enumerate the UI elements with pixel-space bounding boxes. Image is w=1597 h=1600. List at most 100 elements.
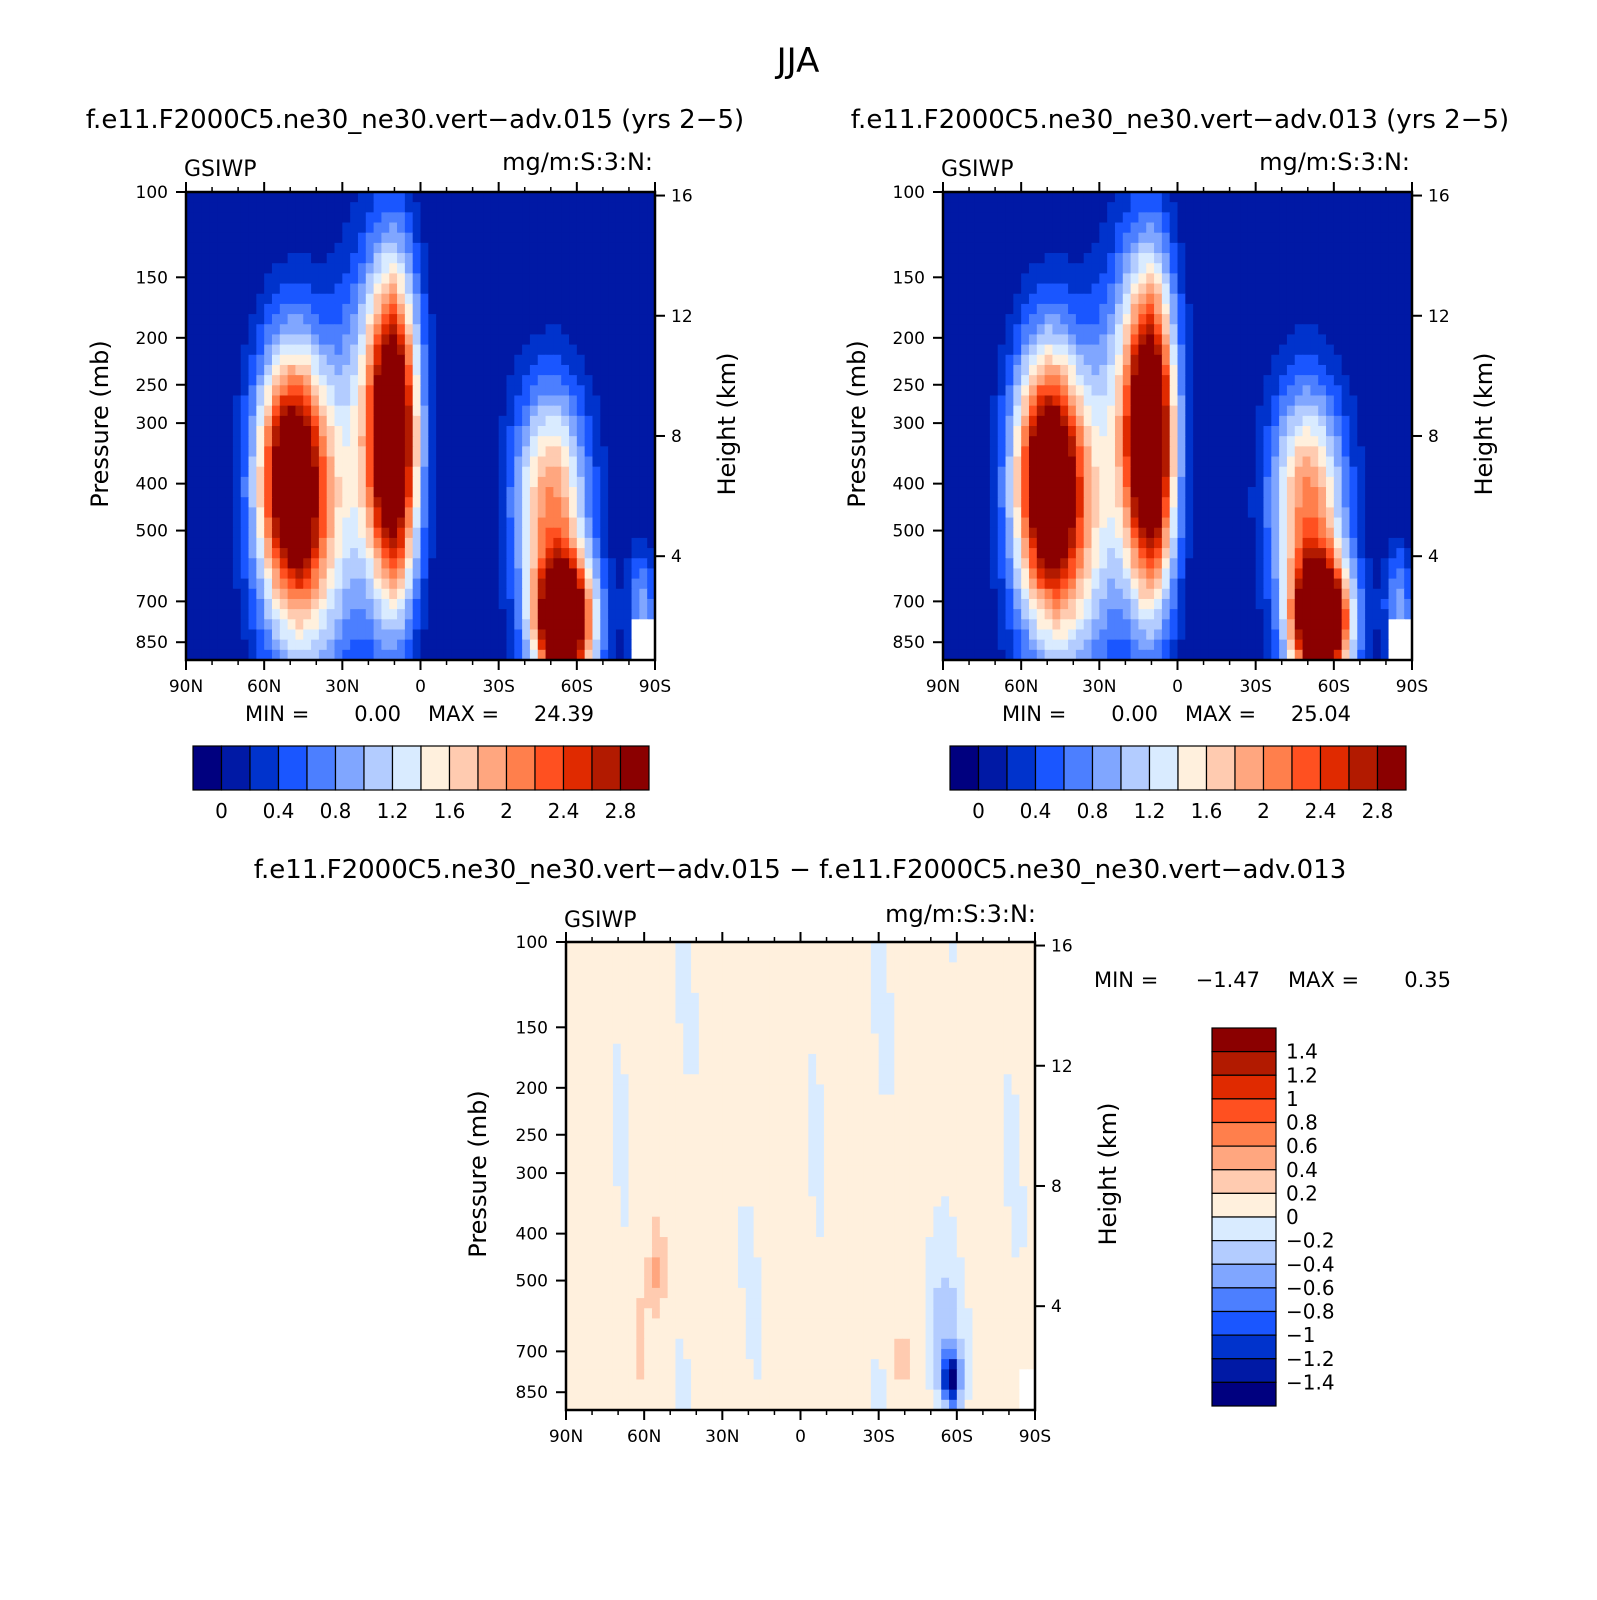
field-cell <box>381 619 390 631</box>
field-cell <box>958 436 968 447</box>
field-cell <box>1255 415 1265 427</box>
field-cell <box>459 588 468 600</box>
field-cell <box>217 242 226 254</box>
field-cell <box>1380 395 1390 407</box>
field-cell <box>1396 273 1405 285</box>
field-cell <box>569 497 578 508</box>
field-cell <box>623 426 633 437</box>
field-cell <box>522 344 531 356</box>
field-cell <box>459 192 468 203</box>
field-cell <box>381 487 390 498</box>
field-cell <box>600 283 609 295</box>
field-cell <box>569 476 578 488</box>
field-cell <box>592 192 601 203</box>
field-cell <box>1333 395 1343 407</box>
field-cell <box>1114 507 1124 519</box>
field-cell <box>318 334 328 346</box>
field-cell <box>1044 395 1054 407</box>
field-cell <box>1404 202 1413 213</box>
field-cell <box>420 446 429 458</box>
field-cell <box>522 263 531 274</box>
field-cell <box>1326 232 1335 244</box>
field-cell <box>225 192 234 203</box>
field-cell <box>1091 466 1100 478</box>
field-cell <box>1021 375 1030 386</box>
field-cell <box>639 232 648 244</box>
field-cell <box>608 263 617 274</box>
field-cell <box>1036 395 1046 407</box>
field-cell <box>279 446 289 458</box>
field-cell <box>1333 527 1343 539</box>
field-cell <box>326 649 336 661</box>
field-cell <box>1075 385 1085 397</box>
field-cell <box>428 242 437 254</box>
field-cell <box>475 487 484 498</box>
field-cell <box>608 202 617 213</box>
field-cell <box>1380 527 1390 539</box>
field-cell <box>1044 202 1054 213</box>
field-cell <box>989 222 999 234</box>
field-cell <box>1333 375 1343 386</box>
field-cell <box>943 517 952 529</box>
field-cell <box>529 548 539 559</box>
field-cell <box>303 578 312 590</box>
field-cell <box>240 293 250 305</box>
field-cell <box>569 263 578 274</box>
field-cell <box>256 212 265 224</box>
field-cell <box>1396 303 1405 315</box>
field-cell <box>217 232 226 244</box>
field-cell <box>615 609 625 620</box>
field-cell <box>475 395 484 407</box>
field-cell <box>412 232 422 244</box>
field-cell <box>1341 456 1351 468</box>
field-cell <box>209 527 218 539</box>
field-cell <box>483 242 492 254</box>
field-cell <box>1333 202 1343 213</box>
field-cell <box>193 487 203 498</box>
field-cell <box>966 385 975 397</box>
field-cell <box>1294 192 1304 203</box>
field-cell <box>1185 466 1194 478</box>
field-cell <box>506 324 515 336</box>
field-cell <box>1114 303 1124 315</box>
panel-1-units-label: mg/m:S:3:N: <box>502 148 653 176</box>
field-cell <box>615 466 625 478</box>
field-cell <box>1200 334 1210 346</box>
field-cell <box>389 588 398 600</box>
field-cell <box>1388 334 1397 346</box>
field-cell <box>506 202 515 213</box>
field-cell <box>389 354 398 366</box>
field-cell <box>201 507 211 519</box>
field-cell <box>295 192 304 203</box>
field-cell <box>1357 364 1366 376</box>
field-cell <box>404 537 414 549</box>
field-cell <box>1326 263 1335 274</box>
field-cell <box>232 649 242 661</box>
field-cell <box>1318 202 1327 213</box>
field-cell <box>475 314 484 325</box>
field-cell <box>404 507 414 519</box>
field-cell <box>1294 527 1304 539</box>
field-cell <box>529 293 539 305</box>
field-cell <box>1271 242 1280 254</box>
field-cell <box>1365 344 1374 356</box>
field-cell <box>623 303 633 315</box>
field-cell <box>1036 242 1046 254</box>
field-cell <box>326 497 336 508</box>
field-cell <box>982 222 991 234</box>
field-cell <box>428 487 437 498</box>
field-cell <box>232 232 242 244</box>
field-cell <box>1333 405 1343 417</box>
field-cell <box>436 222 445 234</box>
field-cell <box>592 222 601 234</box>
field-cell <box>334 242 343 254</box>
field-cell <box>1060 324 1069 336</box>
field-cell <box>467 364 476 376</box>
field-cell <box>279 385 289 397</box>
field-cell <box>373 537 383 549</box>
field-cell <box>1169 456 1179 468</box>
field-cell <box>1013 436 1022 447</box>
field-cell <box>982 344 991 356</box>
field-cell <box>1349 487 1358 498</box>
field-cell <box>1341 283 1351 295</box>
